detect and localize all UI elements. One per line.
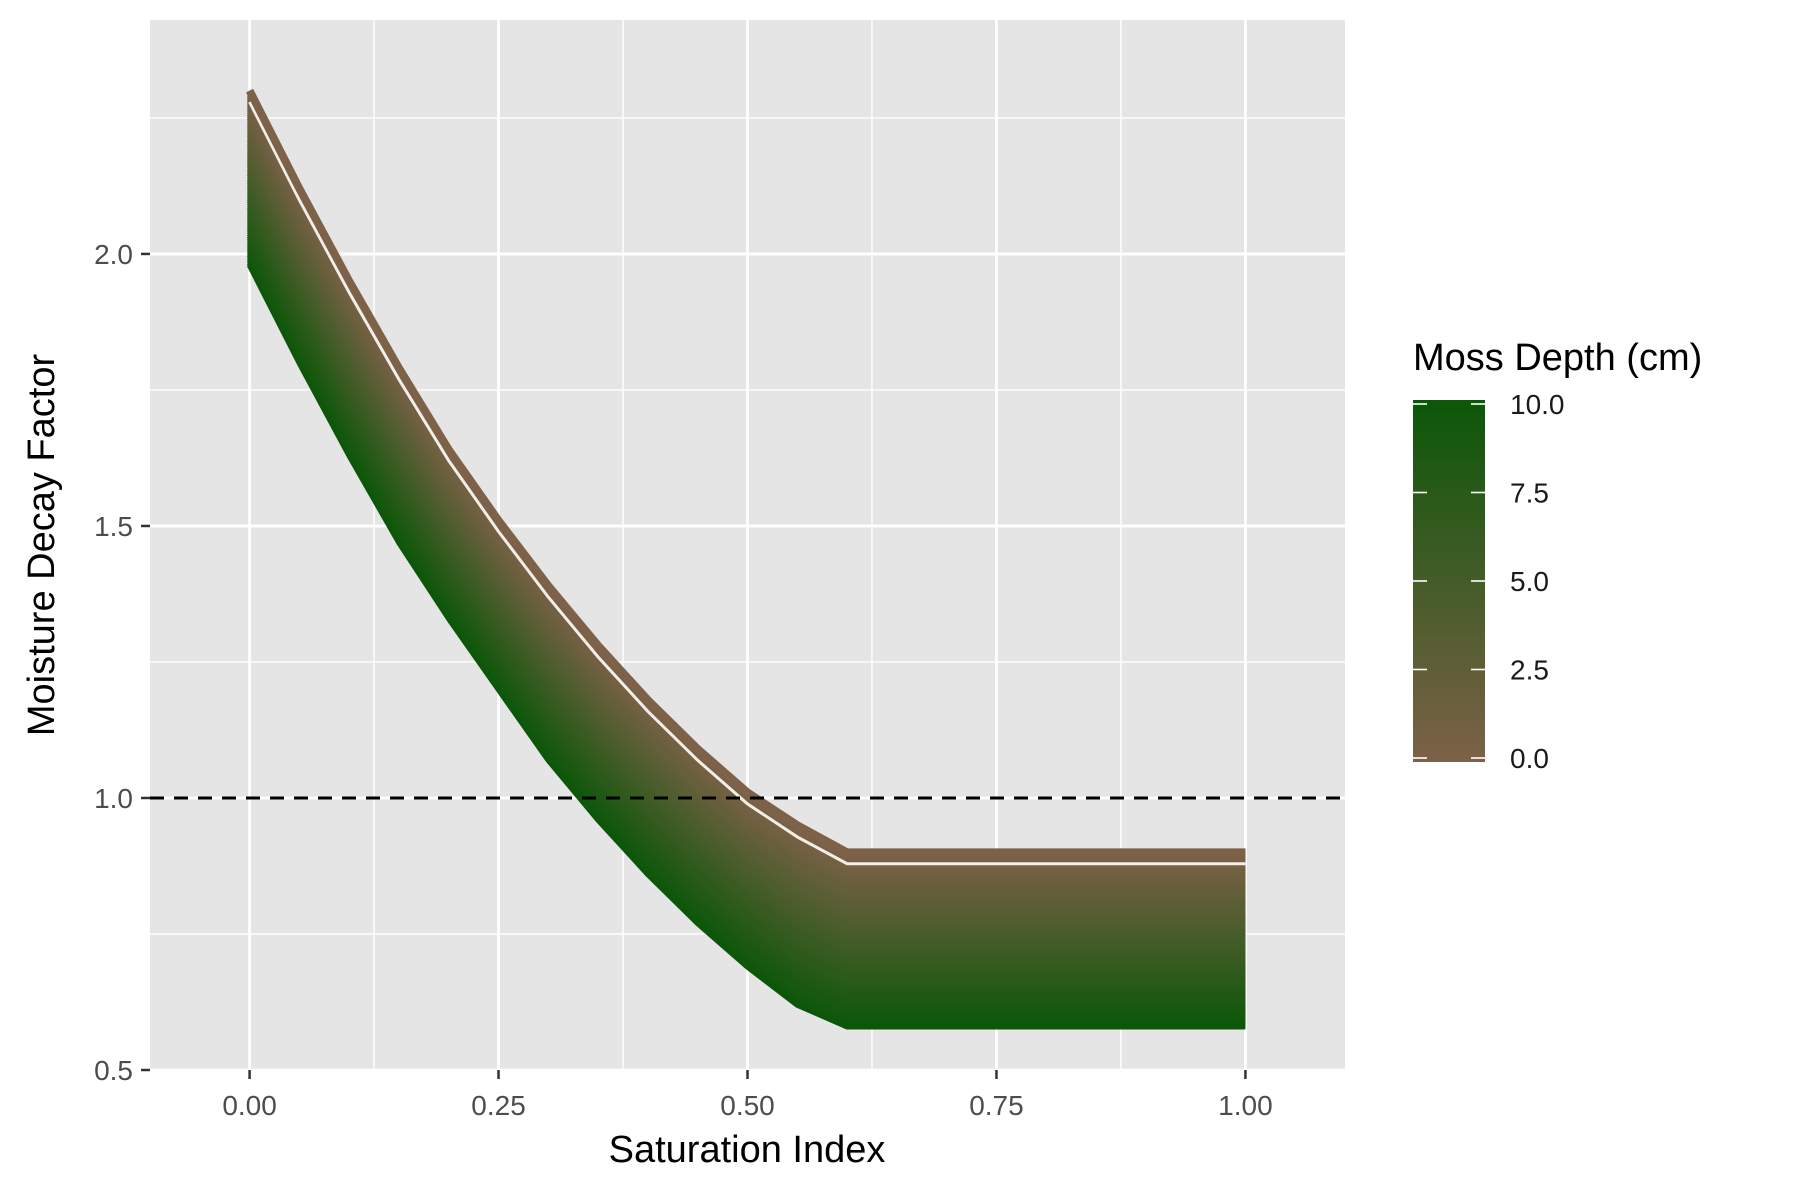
decay-ribbon: [246, 88, 1246, 1030]
legend-tick-label: 5.0: [1510, 566, 1549, 597]
x-tick-label: 0.00: [222, 1090, 277, 1121]
y-tick-label: 1.5: [94, 511, 133, 542]
y-tick-labels: 0.5 1.0 1.5 2.0: [94, 239, 133, 1086]
legend-tick-label: 0.0: [1510, 743, 1549, 774]
x-tick-label: 1.00: [1218, 1090, 1273, 1121]
series-line-depth-0: [246, 88, 1246, 857]
y-axis-title: Moisture Decay Factor: [21, 354, 63, 737]
x-axis-title: Saturation Index: [609, 1129, 886, 1171]
x-tick-labels: 0.00 0.25 0.50 0.75 1.00: [222, 1090, 1272, 1121]
legend-ticks: 0.0 2.5 5.0 7.5 10.0: [1413, 389, 1565, 774]
y-tick-label: 0.5: [94, 1055, 133, 1086]
axis-ticks: [141, 252, 1247, 1079]
series-separator-line: [248, 101, 1246, 866]
legend-tick-label: 2.5: [1510, 655, 1549, 686]
x-tick-label: 0.50: [720, 1090, 775, 1121]
y-tick-label: 2.0: [94, 239, 133, 270]
legend-tick-label: 10.0: [1510, 389, 1565, 420]
legend-title: Moss Depth (cm): [1413, 337, 1702, 379]
y-tick-label: 1.0: [94, 783, 133, 814]
x-tick-label: 0.75: [969, 1090, 1024, 1121]
x-tick-label: 0.25: [471, 1090, 526, 1121]
legend-tick-label: 7.5: [1510, 478, 1549, 509]
